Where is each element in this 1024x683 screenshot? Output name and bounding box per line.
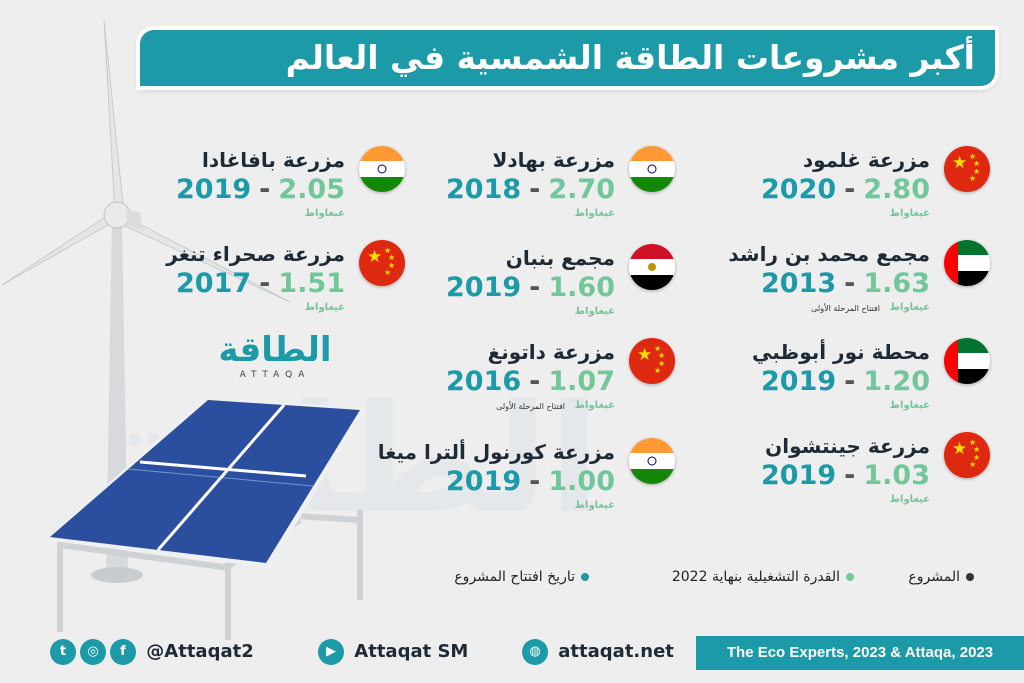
- legend-project: المشروع: [908, 569, 974, 591]
- project-card: ★ ★ ★ ★ ★ مزرعة جينتشوان 2019-1.03 غيغاواط: [680, 432, 990, 510]
- opening-year: 2020: [761, 174, 837, 205]
- phase-note: افتتاح المرحلة الأولى: [811, 304, 880, 313]
- opening-year: 2018: [446, 174, 522, 205]
- capacity-value: 2.80: [863, 174, 930, 205]
- capacity-value: 1.00: [548, 466, 615, 497]
- opening-year: 2017: [176, 268, 252, 299]
- project-card: مجمع محمد بن راشد 2013-1.63 غيغاواط افتت…: [680, 240, 990, 318]
- capacity-unit: غيغاواط: [889, 208, 930, 219]
- china-flag-icon: ★ ★ ★ ★ ★: [944, 146, 990, 192]
- opening-year: 2016: [446, 366, 522, 397]
- project-name: محطة نور أبوظبي: [751, 340, 930, 364]
- capacity-value: 2.05: [278, 174, 345, 205]
- project-name: مزرعة صحراء تنغر: [166, 242, 345, 266]
- project-name: مزرعة كورنول ألترا ميغا: [377, 440, 615, 464]
- capacity-value: 1.20: [863, 366, 930, 397]
- india-flag-icon: [629, 146, 675, 192]
- opening-year: 2019: [446, 466, 522, 497]
- capacity-unit: غيغاواط: [574, 500, 615, 511]
- project-name: مجمع بنبان: [505, 246, 615, 270]
- capacity-value: 1.51: [278, 268, 345, 299]
- egypt-flag-icon: [629, 244, 675, 290]
- project-card: ★ ★ ★ ★ ★ مزرعة داتونغ 2016-1.07 غيغاواط افت…: [365, 338, 675, 416]
- capacity-unit: غيغاواط: [889, 494, 930, 505]
- china-flag-icon: ★ ★ ★ ★ ★: [629, 338, 675, 384]
- opening-year: 2013: [761, 268, 837, 299]
- project-card: محطة نور أبوظبي 2019-1.20 غيغاواط: [680, 338, 990, 416]
- project-name: مزرعة غلمود: [802, 148, 930, 172]
- page-title: أكبر مشروعات الطاقة الشمسية في العالم: [285, 38, 975, 77]
- project-card: مزرعة كورنول ألترا ميغا 2019-1.00 غيغاوا…: [365, 438, 675, 516]
- capacity-unit: غيغاواط: [304, 302, 345, 313]
- project-card: مجمع بنبان 2019-1.60 غيغاواط: [365, 244, 675, 322]
- uae-flag-icon: [944, 338, 990, 384]
- website-link[interactable]: ◍ attaqat.net: [522, 638, 674, 666]
- source-credit: The Eco Experts, 2023 & Attaqa, 2023: [696, 636, 1024, 670]
- project-name: مزرعة بهادلا: [492, 148, 615, 172]
- opening-year: 2019: [176, 174, 252, 205]
- social-handle[interactable]: @Attaqat2: [146, 641, 254, 662]
- capacity-unit: غيغاواط: [889, 302, 930, 313]
- wind-turbine-solar-illustration: [1, 19, 365, 640]
- legend-date: تاريخ افتتاح المشروع: [454, 569, 589, 591]
- capacity-unit: غيغاواط: [889, 400, 930, 411]
- india-flag-icon: [629, 438, 675, 484]
- uae-flag-icon: [944, 240, 990, 286]
- capacity-value: 2.70: [548, 174, 615, 205]
- youtube-link[interactable]: ▶ Attaqat SM: [318, 638, 468, 666]
- project-name: مزرعة داتونغ: [487, 340, 615, 364]
- project-name: مجمع محمد بن راشد: [728, 242, 930, 266]
- china-flag-icon: ★ ★ ★ ★ ★: [944, 432, 990, 478]
- instagram-icon[interactable]: ◎: [80, 639, 106, 665]
- globe-icon: ◍: [522, 639, 548, 665]
- china-flag-icon: ★ ★ ★ ★ ★: [359, 240, 405, 286]
- capacity-unit: غيغاواط: [304, 208, 345, 219]
- project-name: مزرعة بافاغادا: [201, 148, 345, 172]
- opening-year: 2019: [761, 366, 837, 397]
- capacity-value: 1.03: [863, 460, 930, 491]
- capacity-value: 1.07: [548, 366, 615, 397]
- project-card: ★ ★ ★ ★ ★ مزرعة غلمود 2020-2.80 غيغاواط: [680, 146, 990, 224]
- facebook-icon[interactable]: f: [110, 639, 136, 665]
- opening-year: 2019: [446, 272, 522, 303]
- project-card: مزرعة بهادلا 2018-2.70 غيغاواط: [365, 146, 675, 224]
- capacity-unit: غيغاواط: [574, 306, 615, 317]
- social-links: t ◎ f @Attaqat2: [50, 638, 254, 666]
- capacity-unit: غيغاواط: [574, 400, 615, 411]
- twitter-icon[interactable]: t: [50, 639, 76, 665]
- opening-year: 2019: [761, 460, 837, 491]
- legend-capacity: القدرة التشغيلية بنهاية 2022: [672, 569, 854, 591]
- project-card: مزرعة بافاغادا 2019-2.05 غيغاواط: [95, 146, 405, 224]
- footer: t ◎ f @Attaqat2 ▶ Attaqat SM ◍ attaqat.net…: [0, 628, 1024, 683]
- attaqa-logo: الطاقة ATTAQA: [218, 330, 332, 380]
- phase-note: افتتاح المرحلة الأولى: [496, 402, 565, 411]
- capacity-value: 1.63: [863, 268, 930, 299]
- project-name: مزرعة جينتشوان: [765, 434, 930, 458]
- project-card: ★ ★ ★ ★ ★ مزرعة صحراء تنغر 2017-1.51 غيغاواط: [95, 240, 405, 318]
- capacity-unit: غيغاواط: [574, 208, 615, 219]
- youtube-icon: ▶: [318, 639, 344, 665]
- india-flag-icon: [359, 146, 405, 192]
- capacity-value: 1.60: [548, 272, 615, 303]
- title-banner: أكبر مشروعات الطاقة الشمسية في العالم: [140, 30, 995, 86]
